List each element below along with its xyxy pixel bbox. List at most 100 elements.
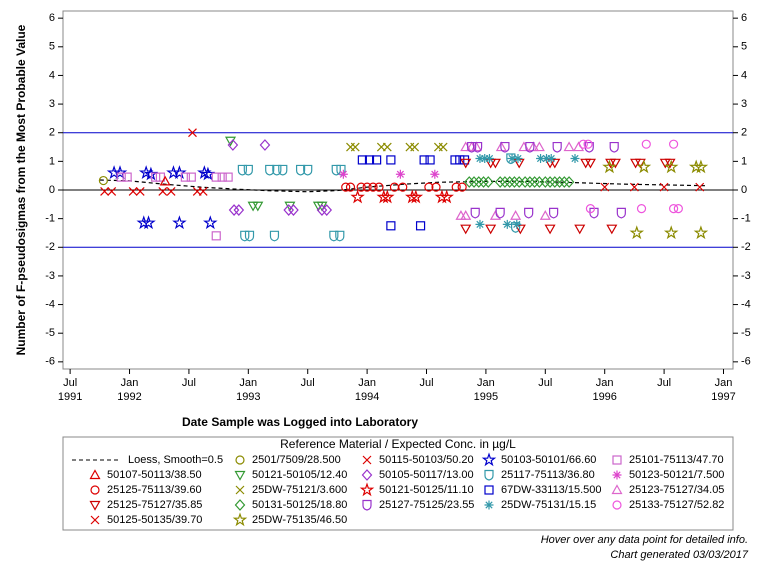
- data-point[interactable]: [507, 153, 517, 163]
- data-point[interactable]: [524, 176, 536, 188]
- data-point[interactable]: [544, 224, 556, 235]
- data-point[interactable]: [693, 159, 709, 174]
- data-point[interactable]: [272, 164, 282, 176]
- data-point[interactable]: [663, 159, 679, 174]
- data-point[interactable]: [583, 139, 593, 149]
- data-point[interactable]: [495, 207, 505, 219]
- data-point[interactable]: [107, 187, 117, 196]
- data-point[interactable]: [439, 189, 454, 204]
- data-point[interactable]: [224, 136, 237, 147]
- data-point[interactable]: [570, 153, 580, 163]
- data-point[interactable]: [143, 166, 159, 181]
- data-point[interactable]: [135, 187, 145, 196]
- data-point[interactable]: [460, 224, 472, 235]
- data-point[interactable]: [112, 165, 128, 180]
- data-point[interactable]: [600, 182, 610, 192]
- data-point[interactable]: [430, 169, 440, 179]
- data-point[interactable]: [480, 153, 490, 163]
- data-point[interactable]: [368, 182, 378, 192]
- data-point[interactable]: [269, 230, 280, 242]
- data-point[interactable]: [541, 153, 551, 163]
- data-point[interactable]: [338, 169, 348, 179]
- data-point[interactable]: [408, 189, 424, 204]
- data-point[interactable]: [223, 172, 233, 182]
- data-point[interactable]: [546, 153, 556, 163]
- data-point[interactable]: [573, 141, 585, 152]
- data-point[interactable]: [563, 141, 575, 152]
- data-point[interactable]: [659, 182, 669, 192]
- data-point[interactable]: [283, 204, 295, 216]
- data-point[interactable]: [362, 182, 372, 192]
- data-point[interactable]: [463, 176, 475, 188]
- data-point[interactable]: [100, 187, 110, 196]
- data-point[interactable]: [240, 230, 250, 242]
- data-point[interactable]: [468, 176, 480, 188]
- data-point[interactable]: [693, 225, 709, 240]
- data-point[interactable]: [636, 204, 647, 214]
- data-point[interactable]: [609, 158, 621, 169]
- data-point[interactable]: [450, 155, 460, 165]
- data-point[interactable]: [524, 207, 534, 219]
- data-point[interactable]: [382, 142, 392, 152]
- data-point[interactable]: [303, 164, 313, 176]
- data-point[interactable]: [460, 210, 472, 220]
- data-point[interactable]: [227, 139, 239, 151]
- data-point[interactable]: [386, 221, 396, 231]
- data-point[interactable]: [278, 164, 288, 176]
- data-point[interactable]: [509, 176, 520, 188]
- data-point[interactable]: [198, 187, 208, 196]
- data-point[interactable]: [350, 189, 365, 204]
- data-point[interactable]: [578, 139, 588, 149]
- data-point[interactable]: [478, 176, 489, 188]
- data-point[interactable]: [489, 158, 501, 169]
- data-point[interactable]: [217, 172, 227, 182]
- data-point[interactable]: [470, 207, 480, 219]
- data-point[interactable]: [404, 189, 420, 204]
- data-point[interactable]: [180, 172, 190, 182]
- data-point[interactable]: [451, 182, 461, 192]
- data-point[interactable]: [151, 172, 161, 182]
- data-point[interactable]: [563, 176, 575, 188]
- data-point[interactable]: [316, 204, 328, 216]
- data-point[interactable]: [519, 176, 531, 188]
- data-point[interactable]: [467, 141, 477, 153]
- data-point[interactable]: [539, 176, 551, 188]
- data-point[interactable]: [380, 189, 395, 204]
- data-point[interactable]: [511, 222, 521, 233]
- data-point[interactable]: [186, 172, 196, 182]
- data-point[interactable]: [356, 182, 366, 192]
- data-point[interactable]: [584, 141, 594, 153]
- data-point[interactable]: [544, 176, 556, 188]
- data-point[interactable]: [512, 219, 522, 229]
- data-point[interactable]: [424, 182, 434, 192]
- data-point[interactable]: [539, 210, 551, 220]
- data-point[interactable]: [529, 176, 540, 188]
- data-point[interactable]: [116, 172, 126, 182]
- data-point[interactable]: [549, 176, 561, 188]
- data-point[interactable]: [455, 155, 465, 165]
- data-point[interactable]: [485, 224, 497, 235]
- data-point[interactable]: [629, 182, 639, 192]
- data-point[interactable]: [259, 139, 271, 151]
- data-point[interactable]: [425, 155, 435, 165]
- data-point[interactable]: [295, 164, 306, 176]
- data-point[interactable]: [357, 155, 367, 165]
- data-point[interactable]: [265, 164, 275, 176]
- data-point[interactable]: [663, 225, 679, 240]
- data-point[interactable]: [372, 155, 382, 165]
- data-point[interactable]: [172, 215, 187, 230]
- data-point[interactable]: [533, 141, 545, 152]
- data-point[interactable]: [350, 142, 360, 152]
- data-point[interactable]: [460, 158, 472, 169]
- data-point[interactable]: [510, 210, 522, 220]
- data-point[interactable]: [585, 204, 596, 214]
- data-point[interactable]: [502, 219, 512, 229]
- data-point[interactable]: [472, 141, 483, 153]
- data-point[interactable]: [335, 230, 345, 242]
- data-point[interactable]: [459, 155, 470, 165]
- data-point[interactable]: [158, 187, 168, 196]
- data-point[interactable]: [203, 215, 218, 230]
- data-point[interactable]: [457, 182, 467, 192]
- data-point[interactable]: [98, 175, 108, 186]
- data-point[interactable]: [552, 141, 562, 153]
